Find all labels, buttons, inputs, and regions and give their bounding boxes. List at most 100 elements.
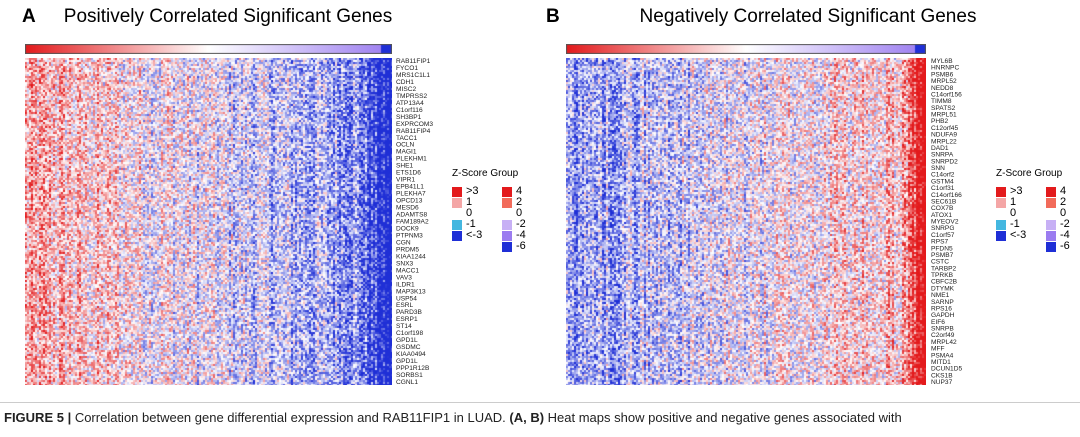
panel-a-heatmap: [25, 58, 392, 385]
panel-b-letter: B: [546, 6, 560, 27]
legend-swatch: [996, 209, 1006, 219]
panel-b-gene-label: C12orf45: [931, 125, 958, 132]
legend-swatch: [996, 220, 1006, 230]
legend-label: 0: [1010, 207, 1017, 219]
panel-a-gene-label: KIAA0494: [396, 351, 426, 358]
caption-figure-label: FIGURE 5 |: [4, 410, 72, 425]
panel-b-gene-label: DTYMK: [931, 285, 955, 292]
panel-a-gene-label: OPCD13: [396, 198, 423, 205]
legend-label: -6: [516, 240, 526, 252]
panel-b-gene-label: NUP37: [931, 379, 953, 386]
panel-a-gene-label: CGN: [396, 239, 411, 246]
legend-label: <-3: [466, 229, 483, 241]
panel-b-gene-label: RPS16: [931, 305, 952, 312]
panel-a-gene-label: OCLN: [396, 142, 415, 149]
legend-swatch: [502, 231, 512, 241]
panel-a-gene-label: FYCO1: [396, 65, 418, 72]
panel-b-gene-label: MRPL22: [931, 138, 957, 145]
panel-a-gene-label: KIAA1244: [396, 253, 426, 260]
panel-a-gene-label: PRDM5: [396, 246, 419, 253]
panel-b-gene-label: HNRNPC: [931, 65, 959, 72]
panel-a-gene-label: USP54: [396, 295, 417, 302]
panel-b-gene-label: MYL6B: [931, 58, 953, 65]
panel-b-gene-label: C2orf49: [931, 332, 955, 339]
panel-a-gene-label: PLEKHM1: [396, 156, 427, 163]
panel-b-gene-label: TPRKB: [931, 272, 954, 279]
panel-b-gene-label: C14orf156: [931, 91, 962, 98]
panel-b-gene-label: DAD1: [931, 145, 949, 152]
panel-a-legend: Z-Score Group >3 1 0 -1 <-3 4 2 0 -2 -4 -6: [452, 168, 540, 268]
panel-b-gene-label: MFF: [931, 346, 945, 353]
panel-b-gene-label: MRPL52: [931, 78, 957, 85]
panel-a-gene-label: VAV3: [396, 274, 412, 281]
legend-swatch: [502, 209, 512, 219]
panel-b-gene-label: C1orf57: [931, 232, 955, 239]
panel-a-gene-label: VIPR1: [396, 177, 415, 184]
panel-a-gene-label: FAM189A2: [396, 219, 429, 226]
panel-a-gene-label: GPD1L: [396, 337, 418, 344]
panel-a-gene-label: CGNL1: [396, 379, 418, 386]
panel-a-gene-labels: RAB11FIP1FYCO1MRS1C1L1CDH1MISC2TMPRSS2AT…: [396, 58, 433, 386]
panel-a-gene-label: C1orf116: [396, 107, 423, 114]
panel-b-gene-label: TIMM8: [931, 98, 952, 105]
panel-a-gene-label: EXPRCOM3: [396, 121, 433, 128]
panel-a-gene-label: MISC2: [396, 86, 416, 93]
panel-b-gene-label: GAPDH: [931, 312, 955, 319]
panel-b-gene-label: SNRPA: [931, 152, 954, 159]
panel-b-gene-label: CKS1B: [931, 372, 953, 379]
caption-text-2: Heat maps show positive and negative gen…: [544, 410, 902, 425]
legend-swatch: [996, 187, 1006, 197]
legend-label: -1: [466, 218, 476, 230]
panel-a-gene-label: ETS1D6: [396, 170, 421, 177]
panel-b: B Negatively Correlated Significant Gene…: [540, 0, 1080, 400]
panel-b-gene-label: NEDD8: [931, 85, 954, 92]
panel-a-gene-label: RAB11FIP4: [396, 128, 431, 135]
panel-a-gene-label: MAP3K13: [396, 288, 426, 295]
legend-label: 2: [516, 196, 523, 208]
legend-swatch: [502, 220, 512, 230]
legend-swatch: [452, 231, 462, 241]
panel-b-gene-label: CBFC2B: [931, 279, 958, 286]
panel-a-gene-label: CDH1: [396, 79, 414, 86]
panel-b-gene-label: C1orf31: [931, 185, 955, 192]
panel-a-gene-label: TACC1: [396, 135, 417, 142]
panel-a-letter: A: [22, 6, 36, 27]
panel-b-gene-label: SNRPB: [931, 326, 954, 333]
panel-a-gene-label: PARD3B: [396, 309, 422, 316]
panel-b-gradient-bar: [566, 44, 926, 54]
legend-swatch: [1046, 220, 1056, 230]
legend-swatch: [1046, 198, 1056, 208]
panel-b-gene-label: NME1: [931, 292, 950, 299]
panel-a-title: Positively Correlated Significant Genes: [63, 6, 393, 27]
legend-label: -1: [1010, 218, 1020, 230]
legend-swatch: [452, 220, 462, 230]
legend-swatch: [452, 198, 462, 208]
legend-swatch: [1046, 242, 1056, 252]
panel-b-gene-label: MRPL42: [931, 339, 957, 346]
legend-label: 0: [466, 207, 473, 219]
panel-a-gene-label: ADAMTS8: [396, 212, 427, 219]
panel-a-gene-label: SH3BP1: [396, 114, 422, 121]
panel-a-gene-label: MESD6: [396, 205, 419, 212]
panel-b-gene-label: SNRPD2: [931, 158, 958, 165]
panel-b-gene-label: RPS7: [931, 239, 949, 246]
panel-b-legend-title: Z-Score Group: [996, 168, 1063, 179]
panel-b-gene-label: NDUFA9: [931, 132, 957, 139]
panel-b-gene-label: CSTC: [931, 259, 949, 266]
panel-a-gene-label: GSDMC: [396, 344, 421, 351]
panel-b-gene-label: MRPL51: [931, 112, 957, 119]
panel-a-gene-label: PLEKHA7: [396, 191, 426, 198]
panel-a-gene-label: SNX3: [396, 260, 414, 267]
panel-b-gene-label: COX7B: [931, 205, 954, 212]
panel-a-gene-label: PPP1R12B: [396, 365, 430, 372]
panel-b-gene-label: C14orf2: [931, 172, 955, 179]
legend-swatch: [502, 187, 512, 197]
legend-label: -4: [516, 229, 526, 241]
legend-swatch: [502, 242, 512, 252]
legend-label: -4: [1060, 229, 1070, 241]
panel-a-gene-label: EPB41L1: [396, 184, 424, 191]
panel-b-gene-label: EIF6: [931, 319, 945, 326]
panel-a-gene-label: ATP13A4: [396, 100, 424, 107]
panel-b-gene-label: ATOX1: [931, 212, 952, 219]
panel-a-gene-label: C1orf198: [396, 330, 423, 337]
